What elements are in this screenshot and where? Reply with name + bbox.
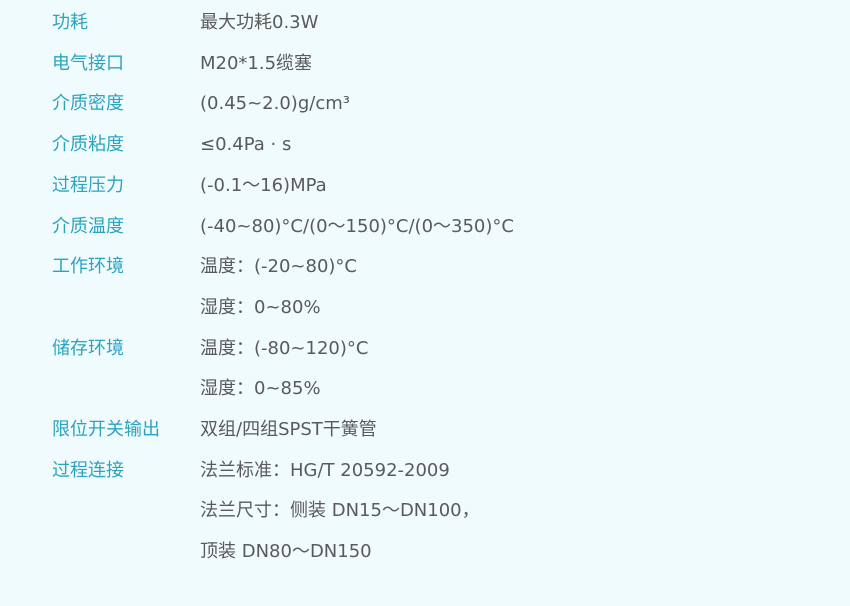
- spec-values: 法兰标准：HG/T 20592-2009 法兰尺寸：侧装 DN15～DN100， 顶…: [200, 451, 480, 573]
- spec-row: 电气接口 M20*1.5缆塞: [52, 44, 514, 85]
- spec-label: 工作环境: [52, 256, 124, 278]
- spec-value: 法兰尺寸：侧装 DN15～DN100，: [200, 500, 480, 522]
- spec-value: ≤0.4Pa · s: [200, 134, 292, 156]
- spec-row: 过程压力 (-0.1～16)MPa: [52, 166, 514, 207]
- spec-row: 介质粘度 ≤0.4Pa · s: [52, 125, 514, 166]
- spec-label: 介质温度: [52, 215, 124, 237]
- spec-value: M20*1.5缆塞: [200, 52, 313, 74]
- spec-row: 限位开关输出 双组/四组SPST干簧管: [52, 410, 514, 451]
- spec-label: 介质密度: [52, 93, 124, 115]
- spec-values: 温度：(-20~80)°C 湿度：0~80%: [200, 247, 357, 328]
- spec-value: 温度：(-80~120)°C: [200, 337, 369, 359]
- spec-value: 湿度：0~80%: [200, 296, 321, 318]
- spec-label: 过程压力: [52, 174, 124, 196]
- spec-values: (-0.1～16)MPa: [200, 166, 327, 207]
- spec-value: 双组/四组SPST干簧管: [200, 419, 377, 441]
- spec-value: 温度：(-20~80)°C: [200, 256, 357, 278]
- spec-values: (-40~80)°C/(0～150)°C/(0～350)°C: [200, 207, 514, 248]
- spec-label: 功耗: [52, 12, 88, 33]
- spec-row: 工作环境 温度：(-20~80)°C 湿度：0~80%: [52, 247, 514, 328]
- spec-values: (0.45~2.0)g/cm³: [200, 84, 350, 125]
- spec-values: ≤0.4Pa · s: [200, 125, 291, 166]
- spec-value: (-40~80)°C/(0～150)°C/(0～350)°C: [200, 215, 514, 237]
- spec-values: M20*1.5缆塞: [200, 44, 312, 85]
- spec-row: 功耗 最大功耗0.3W: [52, 3, 514, 44]
- spec-table: 功耗 最大功耗0.3W 电气接口 M20*1.5缆塞介质密度 (0.45~2.0)g/c…: [52, 3, 514, 573]
- spec-value: 最大功耗0.3W: [200, 12, 319, 33]
- spec-values: 温度：(-80~120)°C 湿度：0~85%: [200, 329, 368, 410]
- spec-value: (-0.1～16)MPa: [200, 174, 327, 196]
- spec-label: 限位开关输出: [52, 419, 160, 441]
- spec-label: 过程连接: [52, 459, 124, 481]
- spec-label: 电气接口: [52, 52, 124, 74]
- spec-value: 湿度：0~85%: [200, 378, 321, 400]
- spec-label: 介质粘度: [52, 134, 124, 156]
- spec-values: 双组/四组SPST干簧管: [200, 410, 377, 451]
- spec-label: 储存环境: [52, 337, 124, 359]
- spec-row: 过程连接 法兰标准：HG/T 20592-2009 法兰尺寸：侧装 DN15～DN1…: [52, 451, 514, 573]
- spec-values: 最大功耗0.3W: [200, 3, 318, 44]
- spec-value: 法兰标准：HG/T 20592-2009: [200, 459, 450, 481]
- spec-value: (0.45~2.0)g/cm³: [200, 93, 350, 115]
- spec-row: 储存环境 温度：(-80~120)°C 湿度：0~85%: [52, 329, 514, 410]
- spec-value: 顶装 DN80～DN150: [200, 541, 372, 563]
- spec-row: 介质密度 (0.45~2.0)g/cm³: [52, 84, 514, 125]
- spec-row: 介质温度 (-40~80)°C/(0～150)°C/(0～350)°C: [52, 207, 514, 248]
